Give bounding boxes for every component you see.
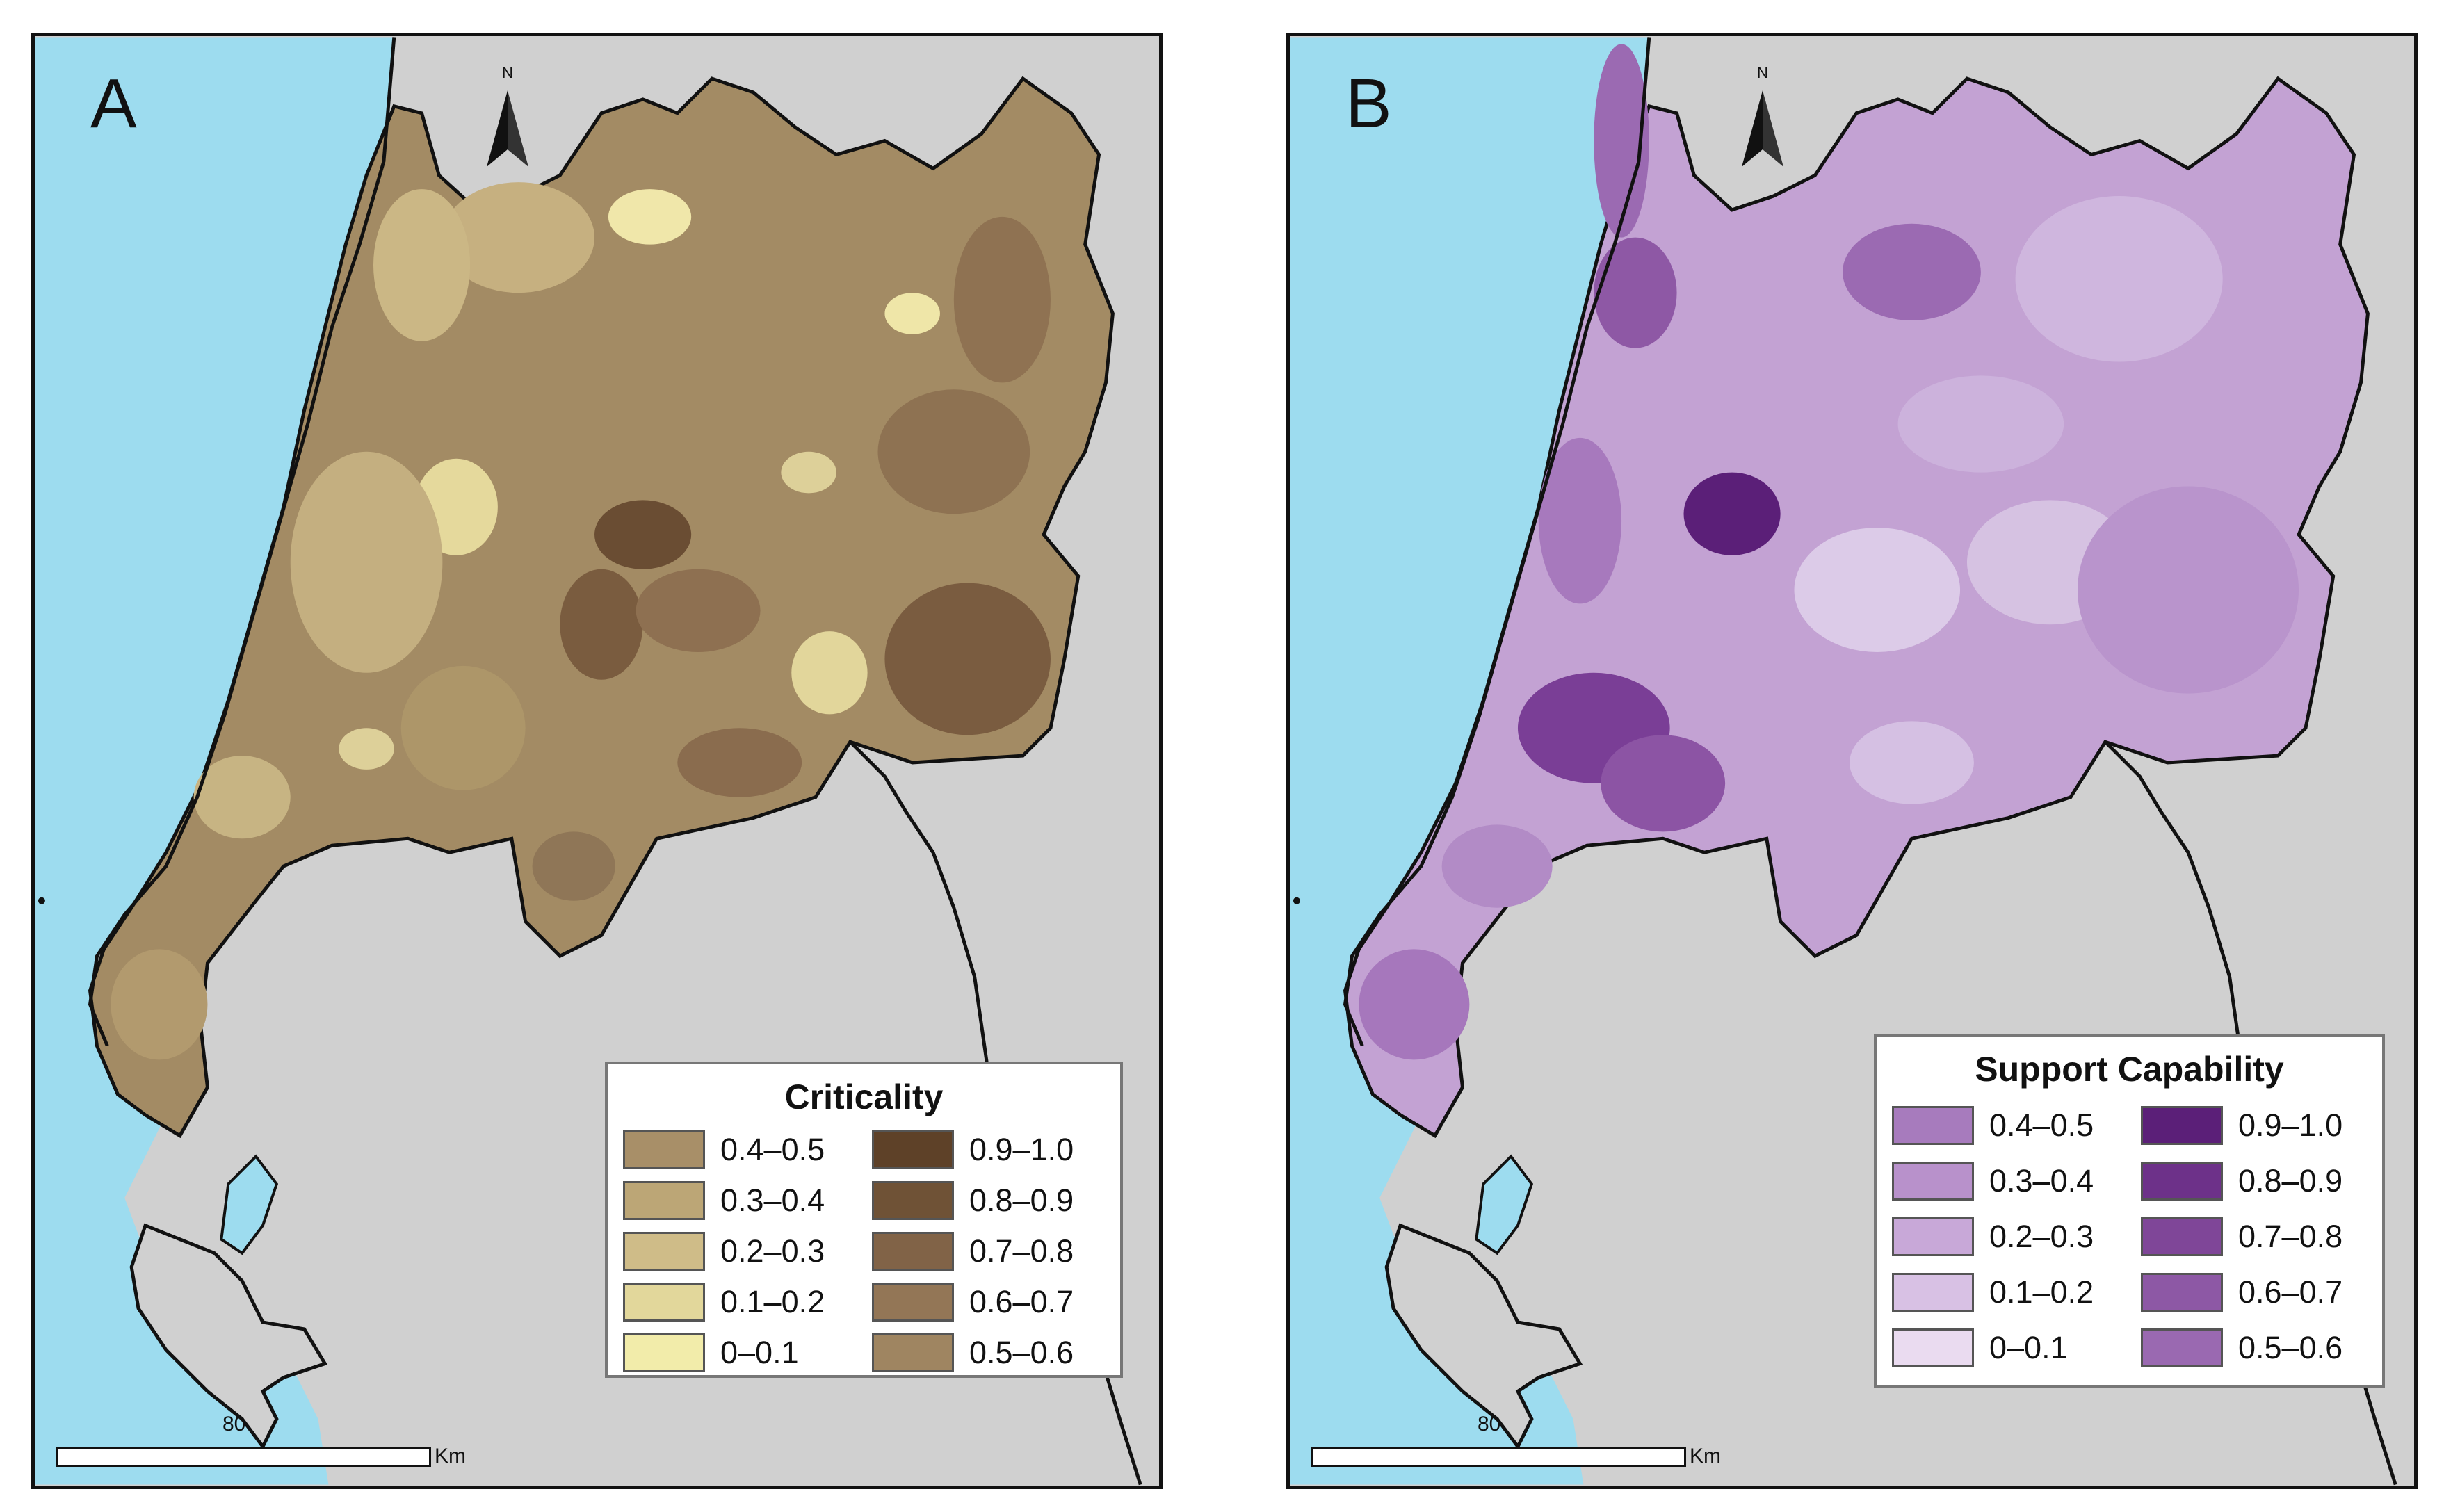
scale-bar-rect <box>56 1447 431 1467</box>
municipality-patches <box>111 182 1051 1060</box>
legend-item: 0.8–0.9 <box>2141 1162 2342 1201</box>
panel-letter-a: A <box>90 65 137 143</box>
legend-swatch <box>872 1130 954 1169</box>
legend-label: 0.7–0.8 <box>2238 1219 2343 1254</box>
estuary <box>1475 1154 1534 1255</box>
north-label: N <box>1757 64 1768 81</box>
legend-swatch <box>623 1232 705 1271</box>
municipality-patches <box>1359 44 2299 1060</box>
peninsula <box>129 1223 328 1450</box>
legend-item: 0.7–0.8 <box>2141 1217 2342 1256</box>
legend-swatch <box>1892 1217 1974 1256</box>
legend-item: 0.6–0.7 <box>2141 1273 2342 1312</box>
legend-item: 0–0.1 <box>623 1333 799 1372</box>
legend-label: 0.4–0.5 <box>720 1132 825 1167</box>
north-arrow-icon <box>487 90 528 167</box>
legend-swatch <box>623 1283 705 1322</box>
legend-label: 0.1–0.2 <box>1989 1274 2094 1310</box>
legend-label: 0.2–0.3 <box>720 1233 825 1269</box>
legend-label: 0–0.1 <box>720 1335 799 1370</box>
legend-item: 0.2–0.3 <box>623 1232 825 1271</box>
coastal-strip <box>1343 37 1651 1047</box>
legend-title: Criticality <box>784 1078 944 1116</box>
legend-item: 0.5–0.6 <box>872 1333 1074 1372</box>
legend-swatch <box>1892 1162 1974 1201</box>
legend-item: 0.5–0.6 <box>2141 1328 2342 1367</box>
map-criticality <box>35 37 1159 1486</box>
panel-letter-b: B <box>1345 65 1392 143</box>
legend-label: 0.9–1.0 <box>969 1132 1074 1167</box>
legend-swatch <box>1892 1328 1974 1367</box>
north-arrow: N <box>1735 64 1790 182</box>
legend-support-capability: Support Capability 0.4–0.5 0.3–0.4 0.2–0.3… <box>1874 1034 2385 1388</box>
ocean <box>35 37 394 1485</box>
map-panel-support-capability: B N Support Capability 0.4–0.5 0.3–0.4 0.2… <box>1286 33 2418 1489</box>
legend-item: 0.9–1.0 <box>2141 1106 2342 1145</box>
legend-item: 0.3–0.4 <box>623 1181 825 1220</box>
legend-label: 0.7–0.8 <box>969 1233 1074 1269</box>
scale-bar-rect <box>1311 1447 1686 1467</box>
legend-item: 0.7–0.8 <box>872 1232 1074 1271</box>
legend-label: 0.1–0.2 <box>720 1284 825 1319</box>
legend-label: 0.5–0.6 <box>2238 1330 2343 1365</box>
legend-label: 0.4–0.5 <box>1989 1107 2094 1143</box>
legend-swatch <box>2141 1328 2223 1367</box>
legend-swatch <box>2141 1162 2223 1201</box>
legend-item: 0.6–0.7 <box>872 1283 1074 1322</box>
scale-value: 80 <box>1478 1413 1501 1436</box>
legend-item: 0.2–0.3 <box>1892 1217 2094 1256</box>
legend-swatch <box>2141 1273 2223 1312</box>
legend-swatch <box>2141 1217 2223 1256</box>
north-arrow: N <box>480 64 535 182</box>
legend-criticality: Criticality 0.4–0.5 0.3–0.4 0.2–0.3 0.1–0.2… <box>605 1062 1123 1378</box>
scale-value: 80 <box>222 1413 246 1436</box>
legend-title: Support Capability <box>1975 1050 2284 1089</box>
legend-swatch <box>872 1232 954 1271</box>
legend-swatch <box>872 1333 954 1372</box>
legend-label: 0.8–0.9 <box>2238 1163 2343 1198</box>
legend-swatch <box>623 1130 705 1169</box>
legend-label: 0.2–0.3 <box>1989 1219 2094 1254</box>
legend-item: 0.8–0.9 <box>872 1181 1074 1220</box>
estuary <box>220 1154 279 1255</box>
ocean <box>1290 37 1649 1485</box>
legend-label: 0.6–0.7 <box>969 1284 1074 1319</box>
legend-item: 0.4–0.5 <box>1892 1106 2094 1145</box>
north-label: N <box>502 64 513 81</box>
legend-swatch <box>1892 1106 1974 1145</box>
legend-label: 0.3–0.4 <box>720 1182 825 1218</box>
peninsula <box>1384 1223 1583 1450</box>
legend-item: 0.4–0.5 <box>623 1130 825 1169</box>
legend-label: 0–0.1 <box>1989 1330 2068 1365</box>
legend-swatch <box>2141 1106 2223 1145</box>
legend-item: 0.1–0.2 <box>623 1283 825 1322</box>
legend-item: 0.9–1.0 <box>872 1130 1074 1169</box>
legend-swatch <box>623 1333 705 1372</box>
legend-swatch <box>1892 1273 1974 1312</box>
legend-item: 0–0.1 <box>1892 1328 2068 1367</box>
scale-unit: Km <box>1690 1445 1721 1468</box>
legend-label: 0.6–0.7 <box>2238 1274 2343 1310</box>
legend-item: 0.1–0.2 <box>1892 1273 2094 1312</box>
legend-label: 0.9–1.0 <box>2238 1107 2343 1143</box>
coastal-strip <box>88 37 396 1047</box>
scale-unit: Km <box>435 1445 466 1468</box>
legend-swatch <box>872 1181 954 1220</box>
legend-item: 0.3–0.4 <box>1892 1162 2094 1201</box>
legend-label: 0.5–0.6 <box>969 1335 1074 1370</box>
map-panel-criticality: A N Criticality 0.4–0.5 0.3–0.4 0.2–0.3 0.1… <box>31 33 1163 1489</box>
north-arrow-icon <box>1742 90 1783 167</box>
legend-label: 0.3–0.4 <box>1989 1163 2094 1198</box>
legend-label: 0.8–0.9 <box>969 1182 1074 1218</box>
legend-swatch <box>872 1283 954 1322</box>
legend-swatch <box>623 1181 705 1220</box>
